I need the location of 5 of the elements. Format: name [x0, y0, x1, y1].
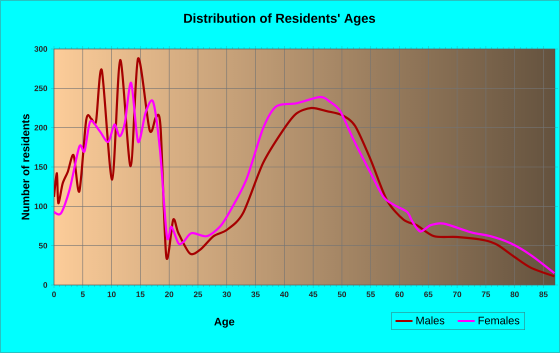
y-axis-title: Number of residents [21, 114, 30, 220]
legend-label: Females [478, 316, 520, 324]
x-axis-title: Age [214, 318, 234, 328]
chart-title: Distribution of Residents' Ages [184, 13, 376, 26]
legend-label: Males [416, 316, 444, 324]
